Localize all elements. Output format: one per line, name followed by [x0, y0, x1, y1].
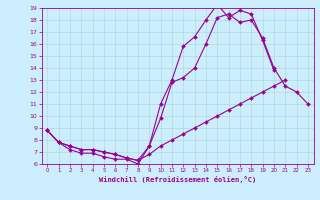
X-axis label: Windchill (Refroidissement éolien,°C): Windchill (Refroidissement éolien,°C)	[99, 176, 256, 183]
